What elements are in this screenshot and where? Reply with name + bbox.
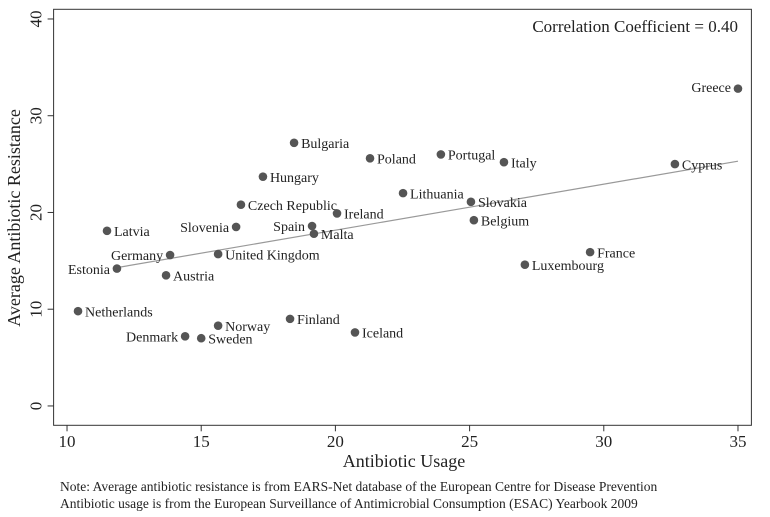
point-label: Slovakia <box>478 196 528 211</box>
point-label: Malta <box>321 228 354 243</box>
point <box>161 271 171 280</box>
y-axis-title: Average Antibiotic Resistance <box>4 109 24 327</box>
point-label: Poland <box>377 153 416 168</box>
point-label: Estonia <box>68 263 111 278</box>
point <box>670 159 680 169</box>
point <box>231 222 241 232</box>
point <box>332 209 342 218</box>
point-label: Germany <box>111 249 163 264</box>
point-label: Slovenia <box>180 221 230 236</box>
y-tick-label: 0 <box>27 402 46 411</box>
point <box>309 229 319 239</box>
x-tick-label: 10 <box>59 432 76 451</box>
point <box>213 249 223 259</box>
point <box>196 333 206 343</box>
point <box>398 188 408 198</box>
point <box>733 84 743 93</box>
point-label: Norway <box>225 320 270 335</box>
point-label: Greece <box>691 81 731 96</box>
point <box>365 153 375 163</box>
annotation: Correlation Coefficient = 0.40 <box>532 17 738 36</box>
point <box>73 306 83 316</box>
y-tick-label: 20 <box>27 204 46 221</box>
point <box>289 138 299 148</box>
point <box>165 250 175 260</box>
point <box>499 157 509 167</box>
point-label: Austria <box>173 270 215 285</box>
point <box>585 247 595 257</box>
point <box>180 331 190 341</box>
point-label: Iceland <box>362 327 403 342</box>
point <box>112 264 122 273</box>
point <box>466 197 476 207</box>
point-label: Latvia <box>114 225 151 240</box>
fit-line <box>116 160 739 269</box>
point-label: United Kingdom <box>225 248 320 263</box>
point-label: Bulgaria <box>301 137 350 152</box>
point <box>102 226 112 236</box>
point <box>436 150 446 159</box>
point-label: Ireland <box>344 208 384 223</box>
point <box>285 314 295 324</box>
point-label: Czech Republic <box>248 199 337 214</box>
point-label: Hungary <box>270 171 319 186</box>
x-axis-title: Antibiotic Usage <box>343 451 465 471</box>
point <box>236 200 246 210</box>
point-label: Luxembourg <box>532 259 604 274</box>
point <box>469 215 479 225</box>
x-tick-label: 35 <box>729 432 746 451</box>
point-label: Sweden <box>208 332 252 347</box>
y-tick-label: 40 <box>27 10 46 27</box>
y-tick-label: 10 <box>27 301 46 318</box>
note: Antibiotic usage is from the European Su… <box>60 496 638 511</box>
point-label: Cyprus <box>682 158 722 173</box>
point <box>520 260 530 270</box>
point-label: Portugal <box>448 149 496 164</box>
point-label: Netherlands <box>85 305 153 320</box>
point-label: Spain <box>273 220 305 235</box>
note: Note: Average antibiotic resistance is f… <box>60 479 658 494</box>
x-tick-label: 20 <box>327 432 344 451</box>
point-label: Lithuania <box>410 187 464 202</box>
point-label: France <box>597 246 635 261</box>
x-tick-label: 30 <box>595 432 612 451</box>
point-label: Italy <box>511 156 537 171</box>
y-tick-label: 30 <box>27 107 46 124</box>
x-tick-label: 25 <box>461 432 478 451</box>
point <box>350 328 360 337</box>
point <box>258 172 268 181</box>
plot-frame <box>53 8 752 426</box>
point-label: Denmark <box>126 331 178 346</box>
point-label: Belgium <box>481 214 529 229</box>
point <box>213 321 223 330</box>
point <box>307 221 317 231</box>
point-label: Finland <box>297 313 340 328</box>
x-tick-label: 15 <box>193 432 210 451</box>
